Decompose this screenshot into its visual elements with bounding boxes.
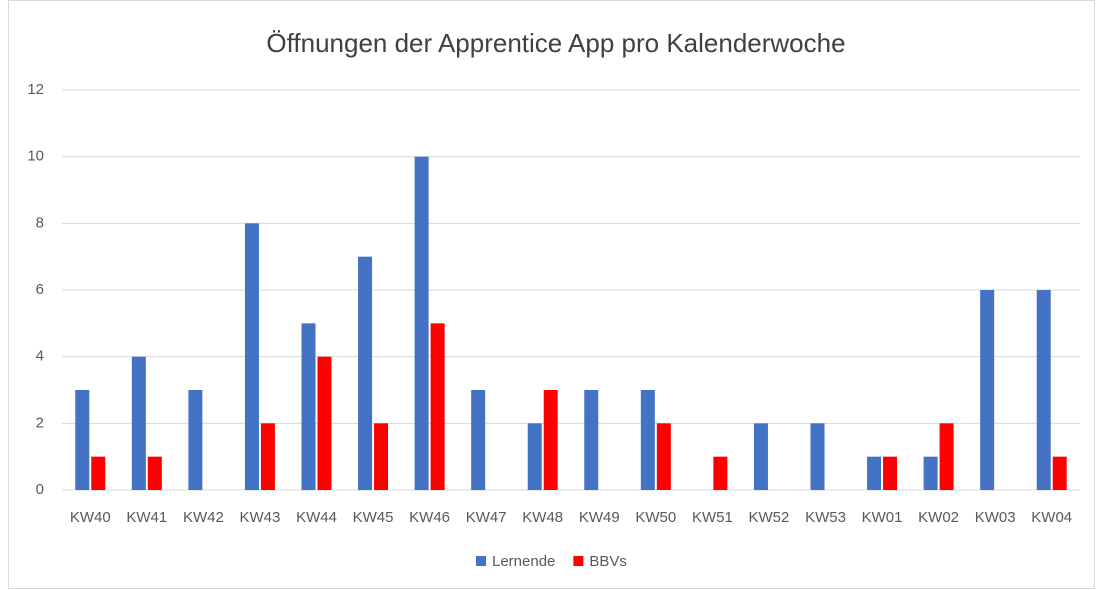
bar <box>131 356 146 490</box>
x-tick-label: KW46 <box>409 509 450 526</box>
bar <box>527 423 542 490</box>
bar <box>1036 290 1051 490</box>
x-tick-label: KW53 <box>805 509 846 526</box>
x-tick-label: KW50 <box>635 509 676 526</box>
bar <box>358 256 373 490</box>
x-tick-label: KW45 <box>353 509 394 526</box>
bar <box>260 423 275 490</box>
x-tick-label: KW03 <box>975 509 1016 526</box>
bar <box>301 323 316 490</box>
x-tick-label: KW51 <box>692 509 733 526</box>
bar <box>374 423 389 490</box>
bar <box>543 390 558 490</box>
x-tick-label: KW43 <box>240 509 281 526</box>
chart-frame <box>8 0 1095 589</box>
x-tick-label: KW52 <box>749 509 790 526</box>
legend-label: BBVs <box>589 553 627 570</box>
x-tick-label: KW04 <box>1031 509 1072 526</box>
bar <box>640 390 655 490</box>
x-tick-label: KW42 <box>183 509 224 526</box>
bar <box>1052 456 1067 490</box>
bar <box>713 456 728 490</box>
y-tick-label: 10 <box>27 148 44 165</box>
y-tick-label: 4 <box>36 348 44 365</box>
bar <box>430 323 445 490</box>
legend-swatch <box>476 556 486 566</box>
x-tick-label: KW48 <box>522 509 563 526</box>
x-tick-label: KW44 <box>296 509 337 526</box>
bar <box>471 390 486 490</box>
legend-swatch <box>573 556 584 566</box>
y-tick-label: 12 <box>27 81 44 98</box>
bar <box>656 423 671 490</box>
y-tick-label: 8 <box>36 214 44 231</box>
bar <box>147 456 162 490</box>
bar <box>244 223 259 491</box>
bar <box>75 390 90 490</box>
bar <box>753 423 768 490</box>
bar <box>923 456 938 490</box>
bar <box>91 456 106 490</box>
y-tick-label: 2 <box>36 414 44 431</box>
x-tick-label: KW41 <box>126 509 167 526</box>
bar <box>883 456 898 490</box>
chart-title: Öffnungen der Apprentice App pro Kalende… <box>266 28 845 58</box>
bar <box>867 456 882 490</box>
x-tick-label: KW02 <box>918 509 959 526</box>
bar <box>414 156 429 490</box>
bar <box>980 290 995 490</box>
legend-label: Lernende <box>492 553 555 570</box>
bar <box>810 423 825 490</box>
bar <box>939 423 954 490</box>
bar <box>317 356 332 490</box>
x-tick-label: KW01 <box>862 509 903 526</box>
x-tick-label: KW40 <box>70 509 111 526</box>
y-tick-label: 0 <box>36 481 44 498</box>
y-tick-label: 6 <box>36 281 44 298</box>
bar <box>188 390 203 490</box>
bar <box>584 390 599 490</box>
x-tick-label: KW47 <box>466 509 507 526</box>
x-tick-label: KW49 <box>579 509 620 526</box>
